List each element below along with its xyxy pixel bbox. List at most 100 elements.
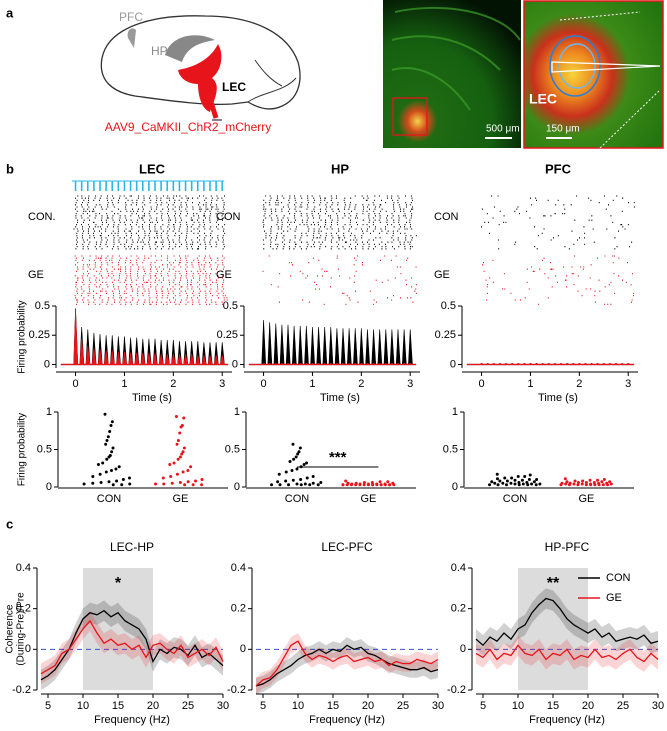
data-point [128, 482, 132, 486]
data-point [588, 478, 592, 482]
chart-title: HP-PFC [545, 540, 590, 554]
data-point [319, 481, 323, 484]
data-point [183, 483, 187, 487]
trace-peak [607, 362, 613, 365]
data-point [597, 483, 601, 487]
trace-peak [613, 362, 619, 365]
data-point [564, 482, 568, 486]
data-point [176, 439, 180, 442]
trace-peak [503, 362, 509, 365]
raster-label: CON [216, 211, 241, 223]
data-point [170, 481, 174, 485]
y-tick-label: 0.5 [223, 300, 238, 312]
y-tick-label: 0.5 [35, 300, 50, 312]
x-tick-label: 20 [362, 700, 374, 712]
x-tick-label: 20 [147, 700, 159, 712]
y-tick-label: 0.2 [16, 603, 31, 615]
x-tick-label: GE [172, 493, 188, 505]
data-point [105, 439, 109, 442]
trace-peak [395, 362, 401, 365]
x-tick-label: 30 [217, 700, 229, 712]
data-point [181, 470, 185, 474]
data-point [488, 483, 492, 487]
trace-peak [340, 328, 346, 365]
x-tick-label: 15 [327, 700, 339, 712]
trace-peak [545, 362, 552, 365]
data-point [354, 483, 358, 487]
trace-peak [484, 362, 491, 365]
data-point [358, 483, 362, 487]
data-point [559, 483, 563, 487]
data-point [284, 470, 288, 474]
data-point [530, 482, 534, 486]
data-point [513, 482, 517, 486]
trace-peak [103, 350, 109, 365]
data-point [291, 478, 295, 482]
data-line [40, 609, 224, 681]
panel-label: c [6, 516, 13, 531]
chart-title: LEC-HP [110, 540, 154, 554]
trace-peak [527, 362, 533, 365]
data-point [182, 446, 186, 450]
data-point [498, 479, 502, 483]
trace-peak [291, 325, 297, 365]
data-line [255, 644, 439, 687]
y-tick-label: 0.5 [225, 443, 240, 455]
trace-peak [334, 362, 340, 365]
trace-peak [558, 362, 564, 365]
trace-peak [353, 328, 358, 365]
trace-peak [588, 362, 594, 365]
data-point [388, 483, 392, 487]
trace-peak [285, 362, 291, 365]
raster-label: GE [434, 269, 450, 281]
raster-label: GE [216, 269, 232, 281]
trace-peak [267, 322, 273, 365]
y-tick-label: 0 [232, 358, 238, 370]
data-point [194, 479, 198, 483]
data-point [292, 457, 296, 461]
trace-peak [165, 353, 170, 365]
raster [74, 255, 228, 306]
data-point [120, 483, 124, 487]
data-point [503, 476, 507, 480]
trace-peak [321, 362, 328, 365]
data-point [495, 472, 499, 476]
data-point [602, 478, 606, 481]
y-tick-label: 0 [450, 358, 456, 370]
x-tick-label: 2 [576, 378, 582, 390]
data-point [96, 463, 100, 466]
y-tick-label: 0.2 [231, 603, 246, 615]
data-point [128, 476, 131, 480]
trace-peak [134, 352, 140, 365]
trace-peak [564, 362, 570, 365]
data-point [308, 483, 312, 487]
y-tick-label: 1 [452, 406, 458, 418]
data-point [288, 460, 292, 463]
trace-peak [303, 362, 309, 365]
data-point [311, 475, 315, 478]
x-tick-label: 1 [121, 378, 127, 390]
trace-peak [304, 325, 309, 365]
trace-peak [407, 362, 413, 365]
data-point [311, 481, 315, 485]
trace-peak [322, 327, 328, 365]
data-point [565, 480, 569, 484]
trace-peak [189, 353, 195, 365]
data-point [290, 469, 294, 472]
data-point [115, 479, 119, 483]
x-tick-label: 2 [170, 378, 176, 390]
data-point [295, 467, 299, 471]
data-point [110, 469, 113, 472]
y-tick-label: 0 [234, 481, 240, 493]
y-tick-label: 1 [234, 406, 240, 418]
y-axis-label: Coherence [5, 604, 16, 653]
x-tick-label: 3 [219, 378, 225, 390]
x-axis-label: Frequency (Hz) [529, 714, 605, 726]
y-tick-label: 0 [46, 481, 52, 493]
trace-peak [346, 362, 352, 365]
column-title: HP [331, 161, 349, 176]
data-point [110, 450, 114, 454]
data-point [178, 481, 182, 484]
trace-peak [183, 353, 189, 365]
data-point [341, 483, 345, 487]
